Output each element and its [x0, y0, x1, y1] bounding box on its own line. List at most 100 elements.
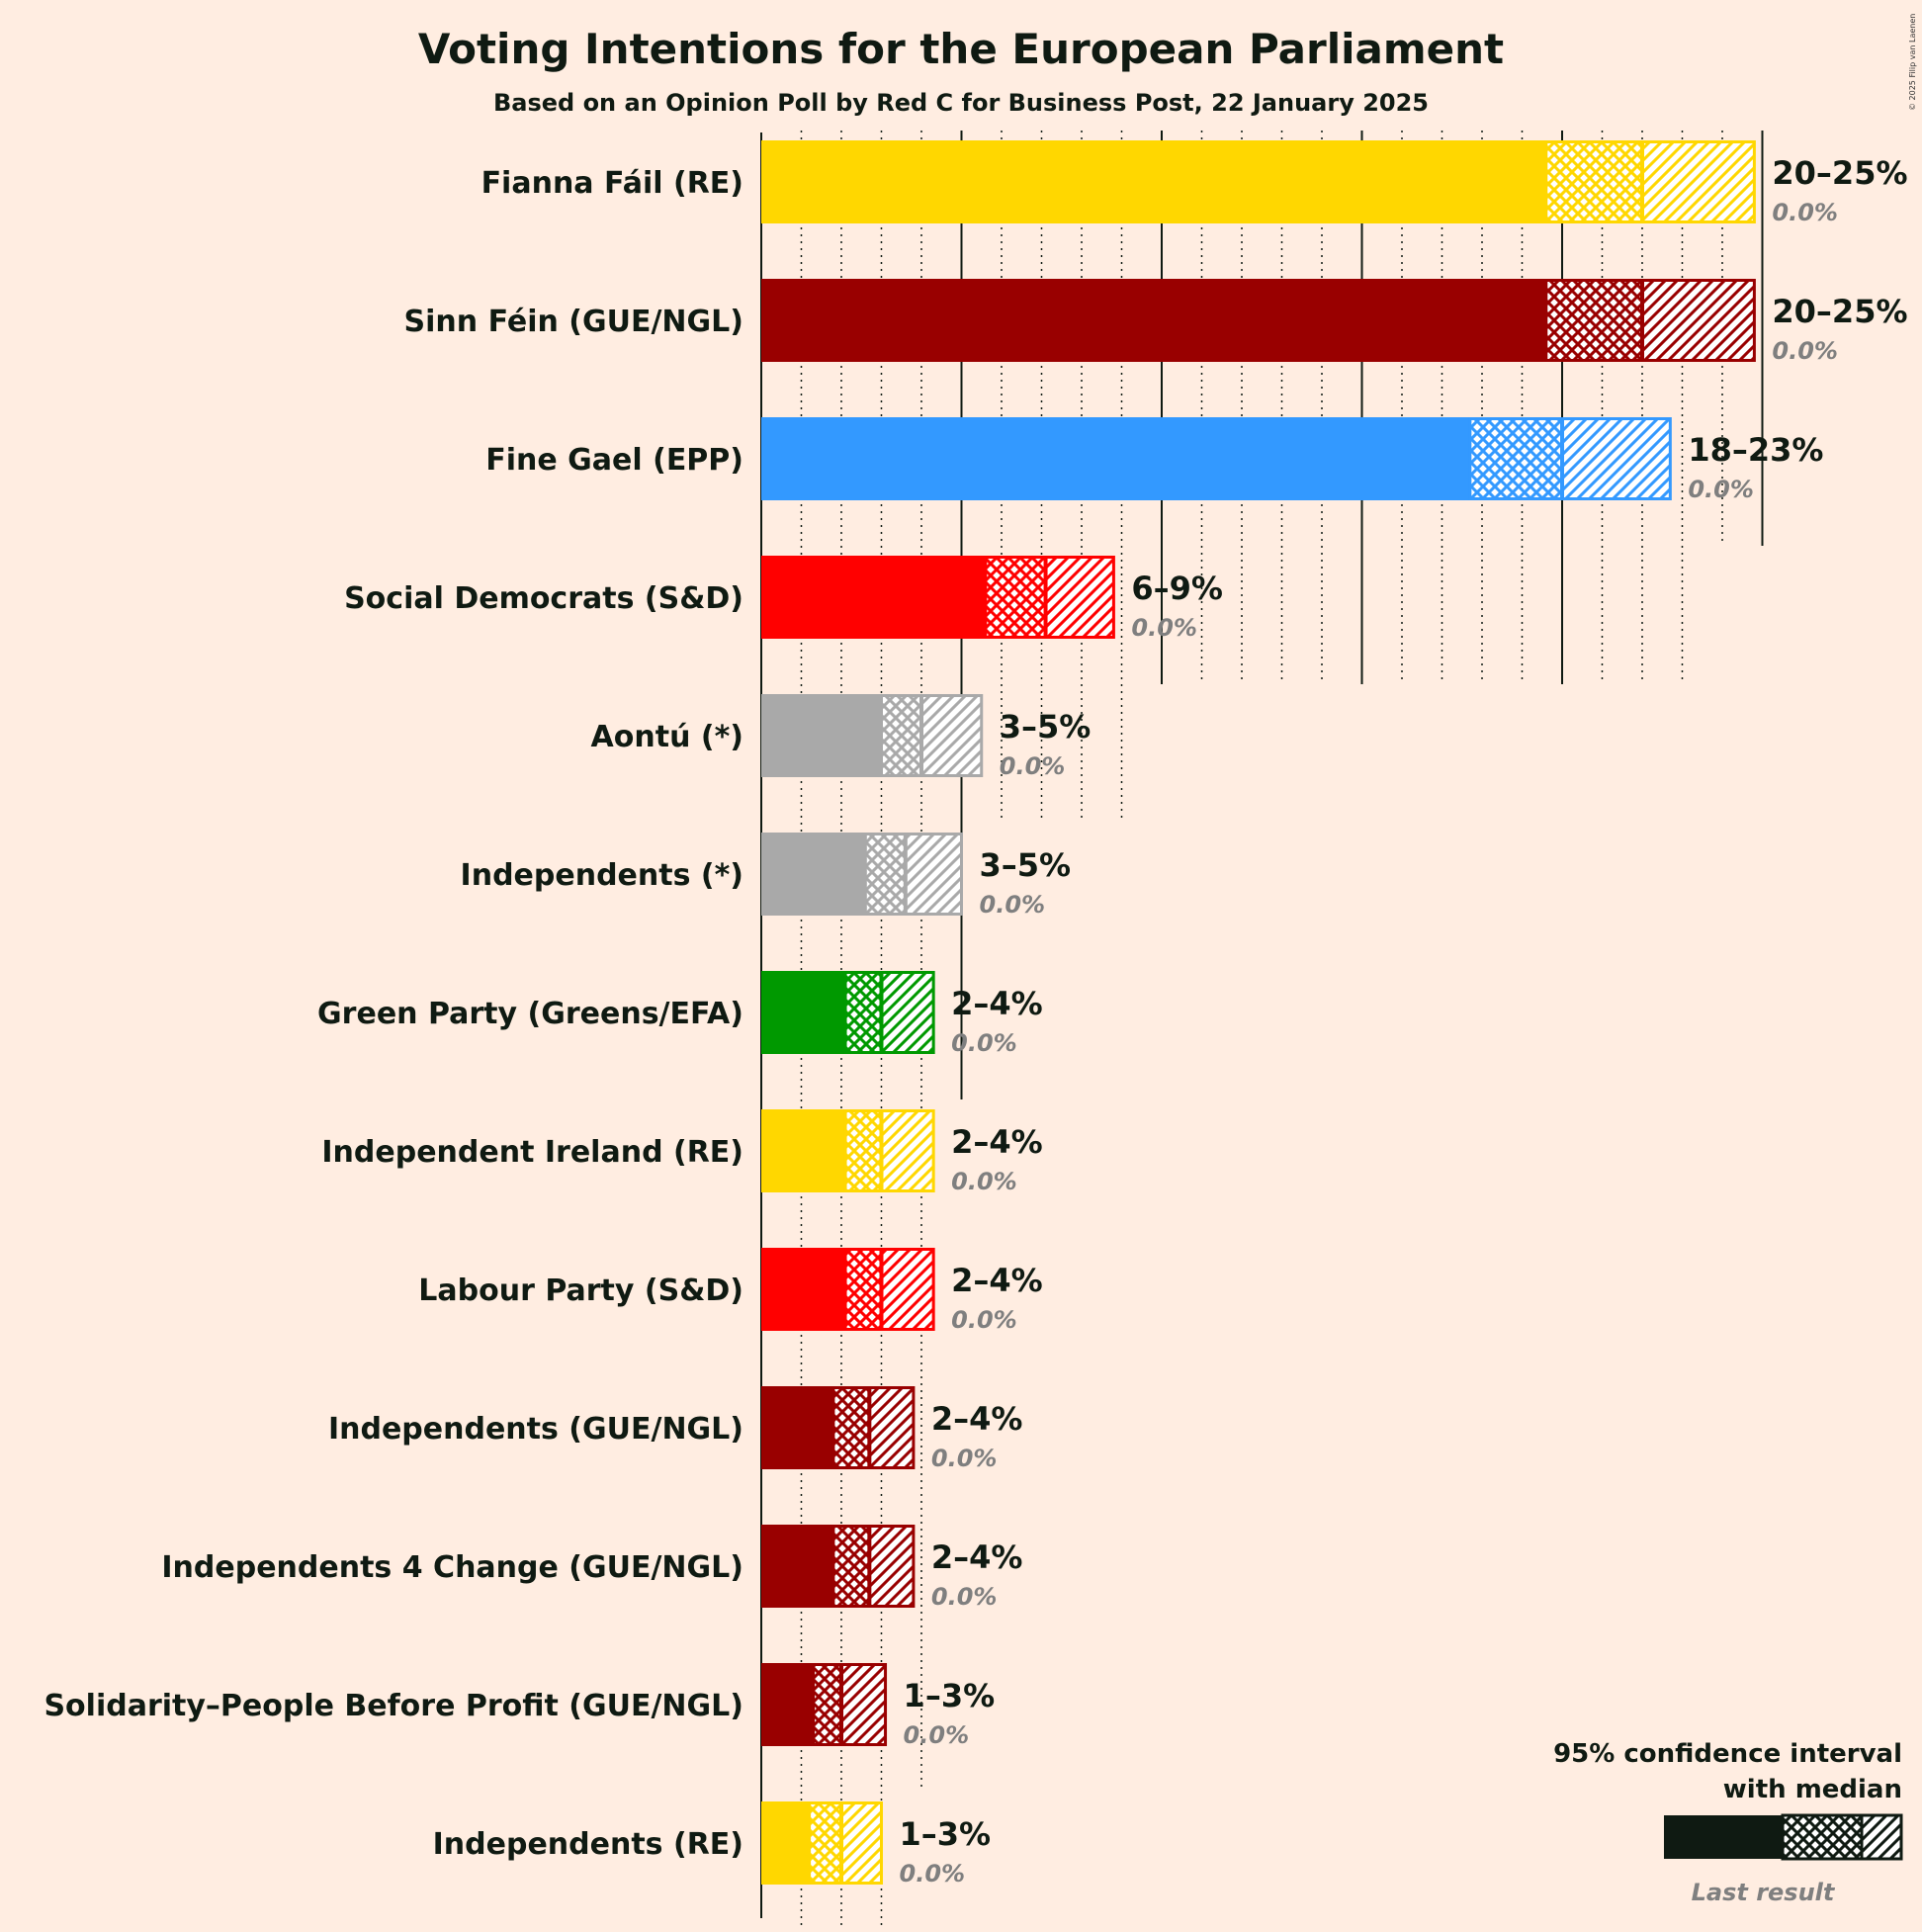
bar-solid [761, 1109, 846, 1192]
party-label: Independents 4 Change (GUE/NGL) [161, 1550, 743, 1585]
party-row: Sinn Féin (GUE/NGL) 20–25% 0.0% [404, 279, 1908, 365]
bar-ci-upper [1560, 417, 1672, 500]
bar-ci-upper [839, 1663, 888, 1746]
last-result-label: 0.0% [931, 1445, 998, 1472]
last-result-label: 0.0% [904, 1721, 970, 1749]
bar-ci-upper [1044, 556, 1115, 639]
last-result-label: 0.0% [1131, 614, 1197, 642]
bar-ci-upper [880, 1248, 935, 1331]
chart-title: Voting Intentions for the European Parli… [418, 25, 1504, 73]
bar-ci-upper [839, 1801, 883, 1885]
party-row: Labour Party (S&D) 2–4% 0.0% [418, 1248, 1043, 1334]
legend-title-line1: 95% confidence interval [1553, 1739, 1902, 1769]
last-result-label: 0.0% [900, 1860, 966, 1888]
bar-ci-lower [1544, 140, 1644, 223]
party-label: Independents (RE) [433, 1827, 743, 1862]
party-label: Aontú (*) [591, 720, 743, 754]
party-row: Aontú (*) 3–5% 0.0% [591, 694, 1092, 780]
bar-ci-lower [843, 1248, 883, 1331]
bar-solid [761, 971, 846, 1054]
party-label: Sinn Féin (GUE/NGL) [404, 305, 743, 339]
bar-ci-lower [831, 1525, 871, 1608]
chart-subtitle: Based on an Opinion Poll by Red C for Bu… [493, 89, 1429, 117]
bar-solid [761, 694, 882, 777]
bar-ci-lower [831, 1386, 871, 1469]
last-result-label: 0.0% [1000, 752, 1066, 780]
range-label: 1–3% [904, 1677, 996, 1714]
party-row: Fianna Fáil (RE) 20–25% 0.0% [481, 140, 1908, 226]
bar-solid [761, 1248, 846, 1331]
party-label: Green Party (Greens/EFA) [317, 997, 743, 1031]
party-label: Labour Party (S&D) [418, 1273, 743, 1308]
legend-last-result-label: Last result [1692, 1879, 1836, 1906]
bar-ci-upper [919, 694, 984, 777]
party-row: Independents 4 Change (GUE/NGL) 2–4% 0.0% [161, 1525, 1022, 1611]
last-result-label: 0.0% [951, 1168, 1017, 1195]
bar-ci-upper [867, 1525, 916, 1608]
range-label: 20–25% [1772, 154, 1907, 192]
bar-ci-lower [808, 1801, 843, 1885]
range-label: 2–4% [951, 1262, 1043, 1299]
range-label: 3–5% [1000, 708, 1092, 746]
party-row: Independent Ireland (RE) 2–4% 0.0% [321, 1109, 1043, 1195]
bar-solid [761, 1525, 833, 1608]
bar-ci-upper [1640, 140, 1756, 223]
range-label: 2–4% [931, 1400, 1023, 1438]
bar-ci-lower [1468, 417, 1564, 500]
legend-hatch-bar [1860, 1813, 1903, 1861]
range-label: 2–4% [931, 1538, 1023, 1576]
bar-ci-lower [843, 1109, 883, 1192]
party-label: Independent Ireland (RE) [321, 1135, 743, 1170]
bar-solid [761, 1386, 833, 1469]
bars-group: Fianna Fáil (RE) 20–25% 0.0% Sinn Féin (GUE… [44, 140, 1908, 1888]
bar-solid [761, 1801, 810, 1885]
bar-ci-lower [880, 694, 923, 777]
bar-solid [761, 140, 1546, 223]
last-result-label: 0.0% [1772, 199, 1838, 226]
range-label: 3–5% [980, 846, 1072, 884]
bar-solid [761, 833, 866, 916]
party-row: Independents (RE) 1–3% 0.0% [433, 1801, 991, 1888]
bar-ci-lower [863, 833, 908, 916]
bar-ci-upper [880, 971, 935, 1054]
legend-title-line2: with median [1723, 1775, 1902, 1804]
party-label: Independents (GUE/NGL) [328, 1412, 743, 1447]
copyright-text: © 2025 Filip van Laenen [1908, 14, 1917, 111]
bar-ci-upper [867, 1386, 916, 1469]
last-result-label: 0.0% [980, 891, 1046, 919]
party-label: Fianna Fáil (RE) [481, 166, 743, 201]
bar-ci-upper [904, 833, 963, 916]
bar-solid [761, 556, 986, 639]
party-row: Solidarity–People Before Profit (GUE/NGL… [44, 1663, 995, 1749]
last-result-label: 0.0% [951, 1306, 1017, 1334]
party-row: Independents (GUE/NGL) 2–4% 0.0% [328, 1386, 1023, 1472]
party-label: Solidarity–People Before Profit (GUE/NGL… [44, 1689, 743, 1723]
range-label: 2–4% [951, 985, 1043, 1022]
bar-ci-lower [984, 556, 1048, 639]
range-label: 20–25% [1772, 293, 1907, 330]
party-row: Independents (*) 3–5% 0.0% [461, 833, 1072, 919]
range-label: 6–9% [1131, 570, 1223, 607]
range-label: 18–23% [1688, 431, 1823, 469]
last-result-label: 0.0% [931, 1583, 998, 1611]
legend-crosshatch-bar [1781, 1813, 1864, 1861]
bar-ci-lower [1544, 279, 1644, 362]
range-label: 2–4% [951, 1123, 1043, 1161]
bar-ci-lower [812, 1663, 843, 1746]
bar-solid [761, 417, 1470, 500]
bar-solid [761, 1663, 814, 1746]
last-result-label: 0.0% [1688, 476, 1754, 503]
range-label: 1–3% [900, 1815, 992, 1853]
party-row: Fine Gael (EPP) 18–23% 0.0% [485, 417, 1823, 503]
party-label: Social Democrats (S&D) [344, 581, 743, 616]
legend-solid-bar [1664, 1815, 1783, 1859]
bar-ci-upper [880, 1109, 935, 1192]
party-row: Social Democrats (S&D) 6–9% 0.0% [344, 556, 1223, 642]
last-result-label: 0.0% [951, 1029, 1017, 1057]
party-row: Green Party (Greens/EFA) 2–4% 0.0% [317, 971, 1043, 1057]
party-label: Fine Gael (EPP) [485, 443, 743, 478]
bar-solid [761, 279, 1546, 362]
party-label: Independents (*) [461, 858, 743, 893]
bar-ci-lower [843, 971, 883, 1054]
